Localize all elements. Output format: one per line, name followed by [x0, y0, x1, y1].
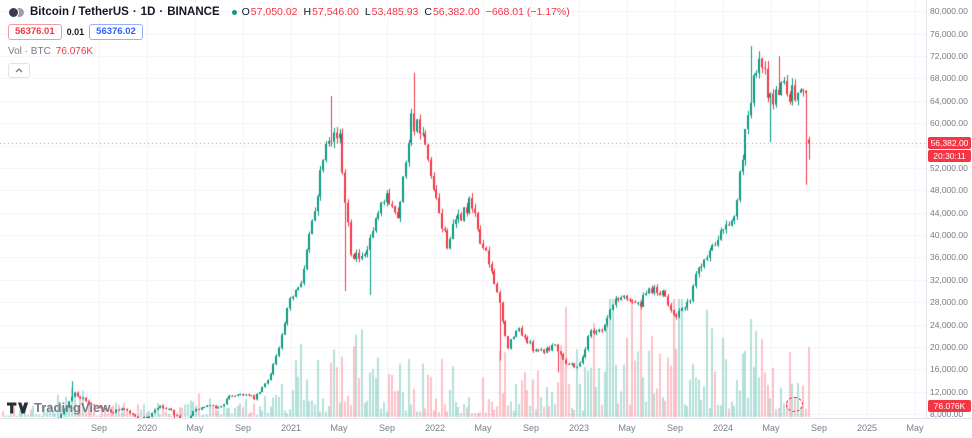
spread-value: 0.01	[66, 27, 85, 37]
time-axis-tick: Sep	[378, 423, 396, 433]
price-axis-tick: 8,000.00	[930, 409, 964, 418]
price-axis-tick: 72,000.00	[930, 50, 968, 61]
price-axis-tick: 40,000.00	[930, 230, 968, 241]
last-price-badge: 56,382.00	[928, 137, 971, 150]
price-axis-tick: 12,000.00	[930, 386, 968, 397]
time-axis-tick: Sep	[234, 423, 252, 433]
time-axis-tick: 2020	[136, 423, 158, 433]
time-axis-tick: May	[618, 423, 636, 433]
price-axis-tick: 32,000.00	[930, 274, 968, 285]
price-axis-tick: 68,000.00	[930, 73, 968, 84]
symbol-logo-icon	[8, 6, 25, 18]
time-axis-tick: Sep	[666, 423, 684, 433]
price-axis-tick: 28,000.00	[930, 297, 968, 308]
chevron-up-icon	[15, 68, 23, 73]
high-label: H	[303, 6, 312, 18]
high-value: 57,546.00	[312, 6, 359, 18]
time-axis-tick: 2023	[568, 423, 590, 433]
separator: ·	[159, 6, 164, 18]
time-axis-tick: 2021	[280, 423, 302, 433]
price-axis-tick: 64,000.00	[930, 95, 968, 106]
time-axis-tick: Sep	[90, 423, 108, 433]
price-axis-tick: 80,000.00	[930, 6, 968, 17]
price-axis[interactable]: 56,382.00 20:30:11 76.076K 80,000.00 76,0…	[926, 0, 972, 418]
sell-price-button[interactable]: 56376.01	[8, 24, 62, 40]
price-axis-tick: 36,000.00	[930, 252, 968, 263]
time-axis-tick: 2022	[424, 423, 446, 433]
low-label: L	[364, 6, 371, 18]
legend-collapse-button[interactable]	[8, 63, 30, 78]
volume-study-label[interactable]: Vol · BTC	[8, 46, 51, 57]
close-value: 56,382.00	[432, 6, 480, 18]
chart-legend: Bitcoin / TetherUS · 1D · BINANCE O 57,0…	[8, 6, 570, 78]
time-axis-tick: May	[762, 423, 780, 433]
buy-price-button[interactable]: 56376.02	[89, 24, 143, 40]
symbol-title[interactable]: Bitcoin / TetherUS	[30, 6, 129, 18]
exchange-label[interactable]: BINANCE	[167, 6, 220, 18]
time-axis-tick: 2025	[856, 423, 878, 433]
bar-countdown-badge: 20:30:11	[928, 149, 971, 162]
price-axis-tick: 44,000.00	[930, 207, 968, 218]
interval-label[interactable]: 1D	[140, 6, 156, 18]
time-axis-tick: May	[906, 423, 924, 433]
ellipse-drawing[interactable]	[786, 397, 803, 412]
open-label: O	[241, 6, 250, 18]
close-label: C	[424, 6, 432, 18]
volume-badge: 76.076K	[928, 400, 971, 412]
tradingview-logo-text: TradingView	[34, 400, 111, 415]
price-axis-tick: 60,000.00	[930, 118, 968, 129]
volume-study-value: 76.076K	[55, 46, 94, 57]
time-axis-tick: May	[186, 423, 204, 433]
tradingview-logo-icon	[7, 401, 29, 415]
time-axis-tick: May	[330, 423, 348, 433]
ohlc-values: O 57,050.02 H 57,546.00 L 53,485.93 C 56…	[242, 6, 570, 18]
market-status-icon	[231, 9, 237, 15]
price-axis-tick: 24,000.00	[930, 319, 968, 330]
time-axis-tick: May	[474, 423, 492, 433]
time-axis[interactable]: Sep 2020 May Sep 2021 May Sep 2022 May Sep 2023 May…	[0, 418, 972, 438]
time-axis-tick: Sep	[810, 423, 828, 433]
tradingview-logo[interactable]: TradingView	[7, 400, 110, 415]
time-axis-tick: 2024	[712, 423, 734, 433]
price-axis-tick: 16,000.00	[930, 364, 968, 375]
price-axis-tick: 52,000.00	[930, 162, 968, 173]
time-axis-tick: Sep	[522, 423, 540, 433]
separator: ·	[132, 6, 137, 18]
price-axis-tick: 20,000.00	[930, 342, 968, 353]
open-value: 57,050.02	[250, 6, 298, 18]
change-value: −668.01 (−1.17%)	[485, 6, 570, 18]
price-chart-canvas[interactable]	[0, 0, 926, 418]
low-value: 53,485.93	[371, 6, 419, 18]
price-axis-tick: 76,000.00	[930, 28, 968, 39]
price-axis-tick: 48,000.00	[930, 185, 968, 196]
